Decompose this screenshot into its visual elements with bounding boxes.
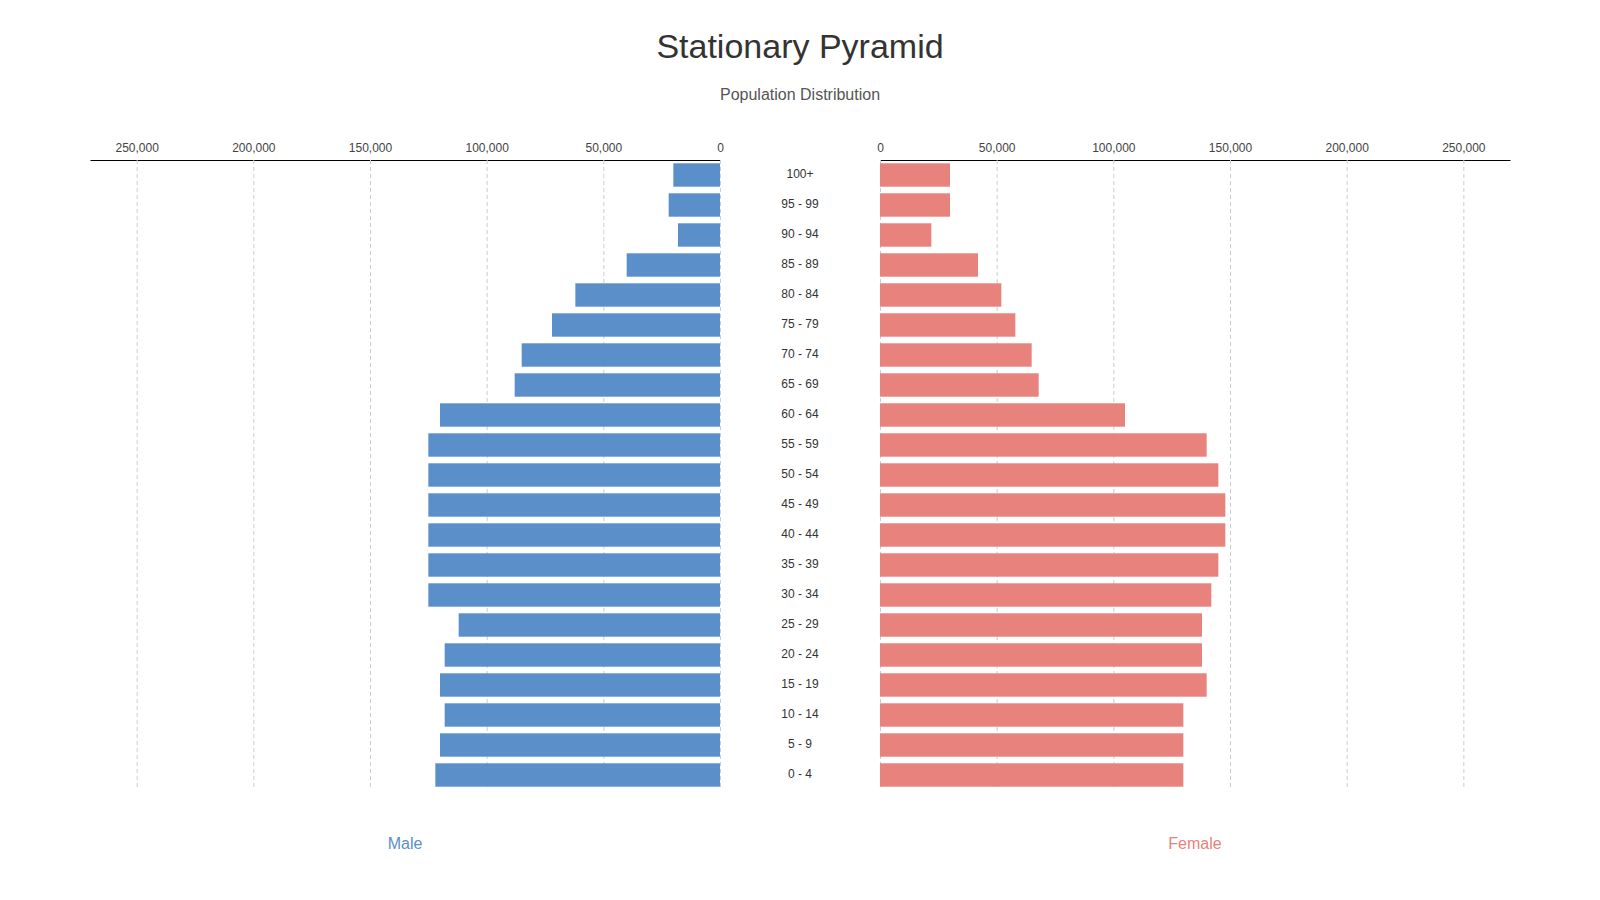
bar bbox=[428, 523, 720, 546]
category-label: 55 - 59 bbox=[781, 437, 819, 451]
bar bbox=[575, 283, 720, 306]
bar bbox=[522, 343, 720, 366]
category-label: 40 - 44 bbox=[781, 527, 819, 541]
category-label: 15 - 19 bbox=[781, 677, 819, 691]
bar bbox=[880, 463, 1218, 486]
tick-label: 0 bbox=[717, 141, 724, 155]
bar bbox=[669, 193, 720, 216]
bar bbox=[880, 523, 1225, 546]
bar bbox=[880, 193, 950, 216]
axis-line bbox=[91, 160, 721, 161]
bar bbox=[552, 313, 720, 336]
bar bbox=[445, 703, 720, 726]
bar bbox=[678, 223, 720, 246]
category-label: 10 - 14 bbox=[781, 707, 819, 721]
bar bbox=[880, 223, 931, 246]
x-axis: 0 50,000 100,000 150,000 200,000 250,000 bbox=[91, 141, 725, 790]
bar bbox=[880, 283, 1001, 306]
bar bbox=[673, 163, 720, 186]
bar bbox=[880, 703, 1183, 726]
grid-line bbox=[1463, 160, 1464, 790]
bar bbox=[880, 343, 1032, 366]
bar bbox=[440, 733, 720, 756]
bars bbox=[880, 163, 1225, 786]
x-axis: 0 50,000 100,000 150,000 200,000 250,000 bbox=[877, 141, 1510, 790]
tick-label: 250,000 bbox=[1442, 141, 1486, 155]
bar bbox=[428, 493, 720, 516]
tick: 200,000 bbox=[1325, 141, 1369, 790]
tick: 250,000 bbox=[1442, 141, 1486, 790]
grid-line bbox=[720, 160, 721, 790]
tick: 150,000 bbox=[349, 141, 393, 790]
bar bbox=[880, 433, 1207, 456]
bars bbox=[428, 163, 720, 786]
bar bbox=[880, 613, 1202, 636]
category-label: 65 - 69 bbox=[781, 377, 819, 391]
category-label: 70 - 74 bbox=[781, 347, 819, 361]
category-labels: 100+ 95 - 99 90 - 94 85 - 89 80 - 84 75 - 79 7… bbox=[781, 167, 819, 781]
category-label: 75 - 79 bbox=[781, 317, 819, 331]
bar bbox=[435, 763, 720, 786]
grid-line bbox=[1347, 160, 1348, 790]
bar bbox=[880, 163, 950, 186]
bar bbox=[459, 613, 720, 636]
tick-label: 200,000 bbox=[1325, 141, 1369, 155]
tick-label: 50,000 bbox=[585, 141, 622, 155]
bar bbox=[440, 673, 720, 696]
tick-label: 150,000 bbox=[1209, 141, 1253, 155]
tick-label: 100,000 bbox=[1092, 141, 1136, 155]
subtitle: Population Distribution bbox=[720, 86, 880, 103]
tick-label: 50,000 bbox=[979, 141, 1016, 155]
tick-label: 250,000 bbox=[115, 141, 159, 155]
category-label: 5 - 9 bbox=[788, 737, 812, 751]
axis-line bbox=[881, 160, 1511, 161]
bar bbox=[627, 253, 720, 276]
category-label: 60 - 64 bbox=[781, 407, 819, 421]
bar bbox=[880, 493, 1225, 516]
category-label: 35 - 39 bbox=[781, 557, 819, 571]
bar bbox=[428, 463, 720, 486]
bar bbox=[880, 253, 978, 276]
category-label: 45 - 49 bbox=[781, 497, 819, 511]
bar bbox=[440, 403, 720, 426]
grid-line bbox=[137, 160, 138, 790]
bar bbox=[880, 313, 1015, 336]
tick-label: 0 bbox=[877, 141, 884, 155]
category-label: 30 - 34 bbox=[781, 587, 819, 601]
grid-line bbox=[253, 160, 254, 790]
bar bbox=[880, 763, 1183, 786]
bar bbox=[515, 373, 720, 396]
bar bbox=[880, 553, 1218, 576]
tick-label: 200,000 bbox=[232, 141, 276, 155]
legend-entry: Female bbox=[1168, 835, 1221, 852]
bar bbox=[880, 583, 1211, 606]
category-label: 50 - 54 bbox=[781, 467, 819, 481]
bar bbox=[428, 583, 720, 606]
tick-label: 100,000 bbox=[465, 141, 509, 155]
chart: Stationary Pyramid Population Distributio… bbox=[0, 0, 1600, 900]
category-label: 25 - 29 bbox=[781, 617, 819, 631]
title: Stationary Pyramid bbox=[656, 27, 943, 65]
category-label: 0 - 4 bbox=[788, 767, 812, 781]
category-label: 80 - 84 bbox=[781, 287, 819, 301]
bar bbox=[445, 643, 720, 666]
bar bbox=[880, 733, 1183, 756]
grid-line bbox=[370, 160, 371, 790]
bar bbox=[428, 433, 720, 456]
category-label: 90 - 94 bbox=[781, 227, 819, 241]
category-label: 95 - 99 bbox=[781, 197, 819, 211]
grid-line bbox=[1230, 160, 1231, 790]
bar bbox=[880, 403, 1125, 426]
bar bbox=[880, 673, 1207, 696]
category-label: 85 - 89 bbox=[781, 257, 819, 271]
legend-entry: Male bbox=[388, 835, 423, 852]
category-label: 20 - 24 bbox=[781, 647, 819, 661]
category-label: 100+ bbox=[786, 167, 813, 181]
bar bbox=[880, 373, 1039, 396]
tick-label: 150,000 bbox=[349, 141, 393, 155]
bar bbox=[880, 643, 1202, 666]
tick: 250,000 bbox=[115, 141, 159, 790]
tick: 200,000 bbox=[232, 141, 276, 790]
bar bbox=[428, 553, 720, 576]
